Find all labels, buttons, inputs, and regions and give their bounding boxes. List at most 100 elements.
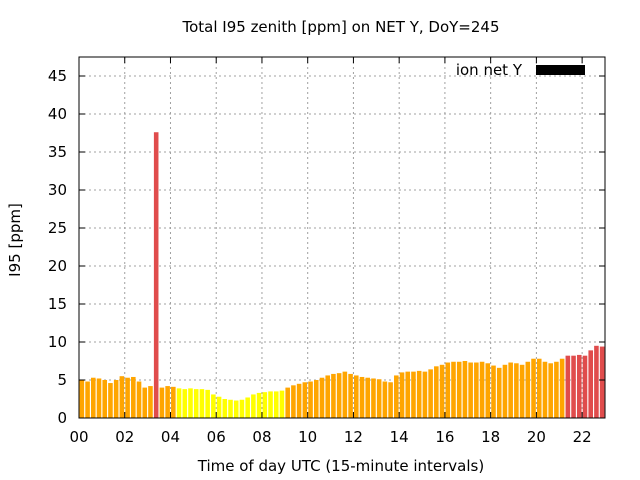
bar (536, 358, 542, 418)
bar (348, 373, 353, 418)
bar (199, 389, 205, 418)
legend-swatch (536, 65, 585, 75)
bar (313, 380, 319, 418)
bar (394, 375, 399, 418)
x-tick-label: 00 (69, 428, 88, 446)
bar (474, 362, 479, 418)
legend-label: ion net Y (456, 61, 523, 79)
bar (508, 362, 513, 418)
y-tick-label: 25 (48, 219, 67, 237)
bar (233, 400, 239, 418)
bar (251, 394, 256, 418)
bar (165, 386, 170, 418)
bar (125, 377, 130, 418)
bar (336, 373, 342, 418)
bar (245, 397, 250, 418)
bar (485, 363, 491, 418)
chart-title: Total I95 zenith [ppm] on NET Y, DoY=245 (181, 18, 499, 36)
legend: ion net Y (456, 61, 585, 79)
bar (502, 364, 508, 418)
bar-series (79, 132, 605, 419)
bar (273, 391, 279, 418)
bar (376, 379, 382, 418)
y-tick-label: 10 (48, 333, 67, 351)
y-tick-label: 35 (48, 143, 67, 161)
bar (588, 350, 593, 418)
plot-frame (78, 56, 606, 419)
bar (576, 354, 582, 418)
bar (422, 371, 428, 418)
y-tick-label: 5 (57, 371, 67, 389)
bar (594, 345, 599, 418)
bar (382, 381, 388, 418)
bar (548, 363, 553, 418)
x-tick-label: 12 (344, 428, 363, 446)
bar (91, 377, 96, 418)
y-tick-label: 30 (48, 181, 67, 199)
bar (131, 376, 136, 418)
bar (136, 381, 142, 418)
bar (342, 371, 348, 418)
bar (399, 372, 405, 418)
bar (428, 369, 433, 418)
bar (468, 362, 473, 418)
bar (565, 355, 571, 418)
bar (279, 390, 285, 418)
x-tick-label: 20 (527, 428, 546, 446)
x-tick-label: 02 (115, 428, 134, 446)
bar (456, 361, 462, 418)
bar (228, 399, 233, 418)
bar (291, 385, 296, 418)
y-tick-label: 15 (48, 295, 67, 313)
x-tick-label: 16 (435, 428, 454, 446)
bar (113, 380, 119, 418)
bar (188, 388, 193, 418)
bar (96, 378, 102, 418)
bar (496, 367, 502, 418)
bar (359, 376, 365, 418)
bar (239, 399, 245, 418)
bar (491, 365, 496, 418)
bar (439, 364, 445, 418)
bar (176, 388, 182, 418)
bar (388, 382, 393, 418)
bar (451, 361, 456, 418)
y-tick-label: 20 (48, 257, 67, 275)
bar (296, 383, 302, 418)
y-tick-label: 45 (48, 67, 67, 85)
bar (153, 132, 159, 419)
bar (325, 375, 330, 418)
bar (599, 346, 605, 418)
bar (285, 387, 290, 418)
bar (554, 361, 559, 418)
x-tick-label: 18 (481, 428, 500, 446)
bar (331, 373, 336, 418)
x-tick-label: 08 (252, 428, 271, 446)
bar (479, 361, 485, 418)
grid-lines (79, 57, 605, 418)
bar (308, 381, 313, 418)
bar (525, 361, 531, 418)
bar (434, 366, 439, 418)
bar (416, 370, 422, 418)
bar (142, 387, 148, 418)
y-tick-label: 0 (57, 409, 67, 427)
x-tick-label: 14 (390, 428, 409, 446)
bar (159, 387, 165, 418)
x-tick-label: 10 (298, 428, 317, 446)
bar (182, 389, 188, 418)
bar (119, 376, 125, 418)
bar (171, 386, 176, 418)
bar (354, 375, 359, 418)
x-axis-label: Time of day UTC (15-minute intervals) (197, 457, 484, 475)
bar (262, 392, 268, 418)
bar (445, 362, 451, 418)
bar (268, 391, 273, 418)
bar (222, 399, 228, 418)
bar (519, 364, 525, 418)
y-axis-label: I95 [ppm] (6, 203, 24, 277)
bar (405, 371, 411, 418)
bar (211, 394, 216, 418)
bar (302, 382, 308, 418)
